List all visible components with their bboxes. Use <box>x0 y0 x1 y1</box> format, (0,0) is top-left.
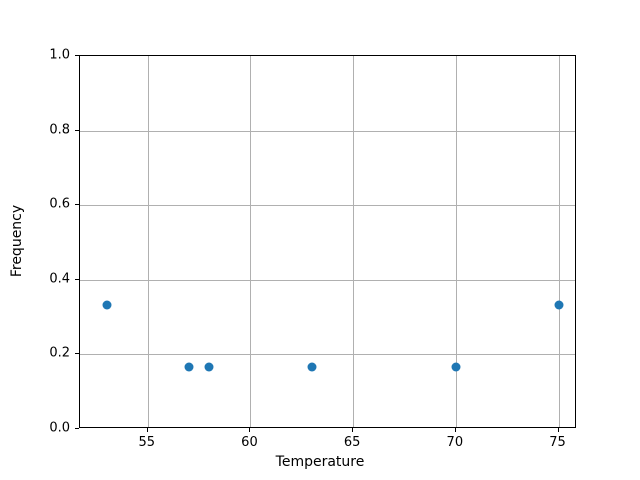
gridline-horizontal <box>80 130 575 132</box>
y-tick-label: 0.2 <box>49 345 70 361</box>
y-tick-mark <box>75 353 79 355</box>
plot-area <box>80 56 575 427</box>
scatter-point <box>184 362 194 372</box>
gridline-vertical <box>147 56 149 427</box>
gridline-horizontal <box>80 354 575 356</box>
y-tick-label: 0.0 <box>49 420 70 436</box>
y-tick-mark <box>75 428 79 429</box>
x-tick-label: 75 <box>549 435 566 450</box>
x-tick-label: 60 <box>241 435 258 450</box>
y-tick-mark <box>75 129 79 131</box>
gridline-vertical <box>353 56 355 427</box>
y-tick-label: 0.6 <box>49 196 70 212</box>
y-tick-label: 0.8 <box>49 122 70 138</box>
y-tick-mark <box>75 204 79 206</box>
x-axis-label: Temperature <box>275 454 365 470</box>
x-tick-label: 55 <box>138 435 156 450</box>
x-tick-mark <box>454 428 456 432</box>
scatter-point <box>307 362 317 372</box>
x-tick-label: 65 <box>343 435 361 450</box>
x-tick-mark <box>557 428 559 432</box>
scatter-point <box>554 300 564 310</box>
x-tick-mark <box>352 428 354 432</box>
gridline-horizontal <box>80 205 575 207</box>
plot-axes <box>79 55 576 428</box>
x-tick-mark <box>249 428 251 432</box>
scatter-point <box>204 362 214 372</box>
y-tick-label: 0.4 <box>49 271 70 287</box>
x-tick-mark <box>146 428 148 432</box>
y-axis-label: Frequency <box>9 204 25 278</box>
x-tick-label: 70 <box>446 435 464 450</box>
scatter-point <box>102 300 112 310</box>
gridline-horizontal <box>80 279 575 281</box>
gridline-vertical <box>250 56 252 427</box>
gridline-vertical <box>558 56 560 427</box>
y-tick-mark <box>75 278 79 280</box>
scatter-point <box>451 362 461 372</box>
gridline-vertical <box>455 56 457 427</box>
y-tick-mark <box>75 55 79 56</box>
y-tick-label: 1.0 <box>49 47 70 63</box>
